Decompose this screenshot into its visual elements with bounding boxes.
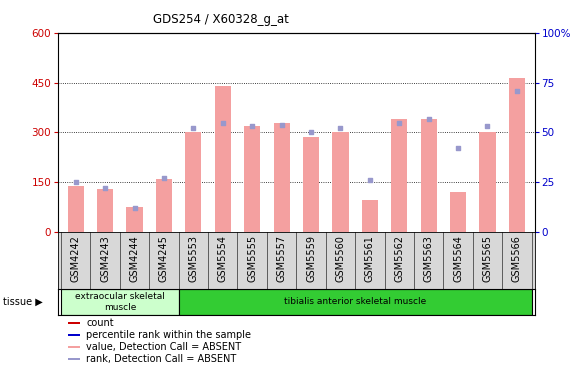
- Bar: [67, 358, 81, 360]
- Text: GSM5557: GSM5557: [277, 235, 286, 282]
- Point: [130, 205, 139, 211]
- Bar: [61, 289, 179, 315]
- Text: GDS254 / X60328_g_at: GDS254 / X60328_g_at: [153, 12, 289, 26]
- Bar: [215, 86, 231, 232]
- Bar: [421, 119, 437, 232]
- Text: GSM5565: GSM5565: [482, 235, 493, 282]
- Text: tibialis anterior skeletal muscle: tibialis anterior skeletal muscle: [284, 298, 426, 306]
- Text: GSM5561: GSM5561: [365, 235, 375, 282]
- Bar: [185, 132, 202, 232]
- Bar: [127, 207, 143, 232]
- Point: [306, 130, 315, 135]
- Point: [453, 145, 462, 151]
- Text: GSM5563: GSM5563: [424, 235, 433, 282]
- Bar: [274, 123, 290, 232]
- Point: [101, 185, 110, 191]
- Bar: [156, 179, 172, 232]
- Text: extraocular skeletal
muscle: extraocular skeletal muscle: [75, 292, 165, 311]
- Text: GSM5564: GSM5564: [453, 235, 463, 282]
- Point: [189, 126, 198, 131]
- Point: [159, 175, 168, 181]
- Text: GSM5559: GSM5559: [306, 235, 316, 282]
- Text: GSM5566: GSM5566: [512, 235, 522, 282]
- Bar: [332, 132, 349, 232]
- Bar: [67, 322, 81, 324]
- Point: [394, 120, 404, 126]
- Text: GSM4242: GSM4242: [71, 235, 81, 282]
- Bar: [67, 186, 84, 232]
- Text: value, Detection Call = ABSENT: value, Detection Call = ABSENT: [87, 342, 242, 352]
- Bar: [244, 126, 260, 232]
- Point: [277, 122, 286, 127]
- Text: GSM5560: GSM5560: [335, 235, 346, 282]
- Text: GSM5562: GSM5562: [394, 235, 404, 282]
- Bar: [67, 334, 81, 336]
- Text: GSM5554: GSM5554: [218, 235, 228, 282]
- Point: [424, 116, 433, 122]
- Text: count: count: [87, 318, 114, 328]
- Text: GSM4245: GSM4245: [159, 235, 169, 282]
- Bar: [479, 132, 496, 232]
- Bar: [362, 201, 378, 232]
- Point: [336, 126, 345, 131]
- Text: GSM5555: GSM5555: [247, 235, 257, 282]
- Text: GSM4243: GSM4243: [100, 235, 110, 281]
- Text: GSM4244: GSM4244: [130, 235, 139, 281]
- Point: [365, 177, 375, 183]
- Bar: [391, 119, 407, 232]
- Text: percentile rank within the sample: percentile rank within the sample: [87, 330, 252, 340]
- Text: rank, Detection Call = ABSENT: rank, Detection Call = ABSENT: [87, 354, 236, 364]
- Bar: [179, 289, 532, 315]
- Bar: [97, 189, 113, 232]
- Text: GSM5553: GSM5553: [188, 235, 198, 282]
- Bar: [303, 138, 319, 232]
- Bar: [67, 346, 81, 348]
- Bar: [509, 78, 525, 232]
- Point: [248, 124, 257, 130]
- Text: tissue ▶: tissue ▶: [3, 297, 42, 307]
- Point: [71, 179, 80, 185]
- Point: [512, 88, 522, 94]
- Bar: [450, 192, 466, 232]
- Point: [483, 124, 492, 130]
- Point: [218, 120, 227, 126]
